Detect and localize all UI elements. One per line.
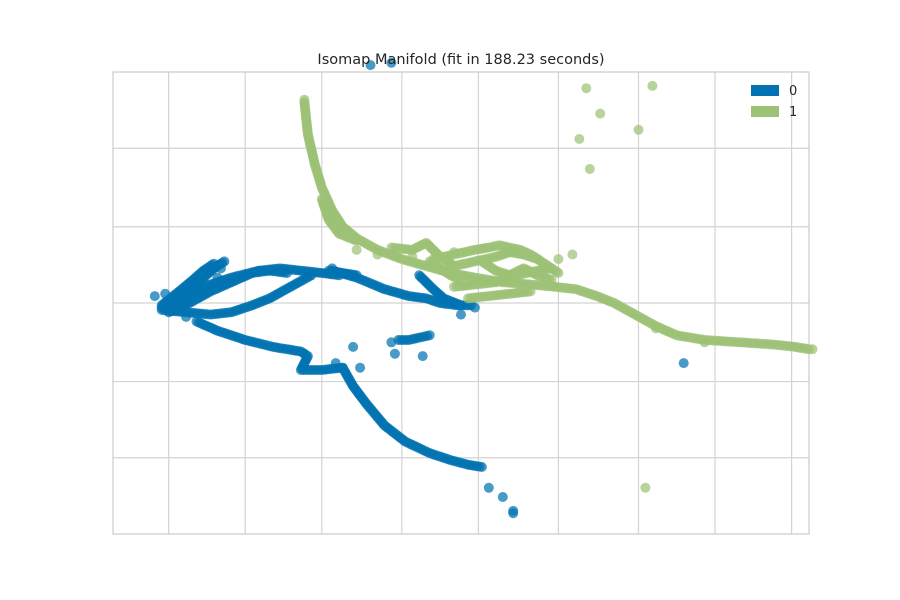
point-series-1 [595, 108, 606, 119]
point-series-0 [208, 258, 219, 269]
point-series-1 [633, 124, 644, 135]
point-series-0 [348, 341, 359, 352]
point-series-0 [476, 462, 487, 472]
point-series-0 [456, 300, 466, 311]
point-series-0 [417, 351, 428, 362]
point-series-0 [424, 330, 435, 341]
legend-label-1: 1 [789, 105, 797, 120]
point-series-0 [254, 265, 265, 276]
point-series-1 [456, 274, 466, 285]
point-series-0 [306, 270, 317, 281]
point-series-0 [456, 309, 466, 320]
point-series-0 [386, 337, 397, 348]
point-series-0 [160, 288, 171, 299]
point-series-1 [525, 286, 536, 297]
legend-label-0: 0 [789, 84, 797, 99]
point-series-1 [553, 254, 564, 265]
chart-title: Isomap Manifold (fit in 188.23 seconds) [317, 52, 604, 68]
legend-swatch-0 [751, 85, 779, 96]
point-series-1 [299, 94, 310, 105]
point-series-0 [181, 311, 192, 322]
point-series-1 [546, 274, 557, 285]
point-series-1 [567, 249, 578, 260]
legend: 0 1 [751, 84, 797, 120]
point-series-1 [584, 164, 595, 174]
point-series-1 [650, 323, 661, 334]
point-series-0 [389, 348, 400, 359]
point-series-1 [574, 134, 585, 144]
point-series-1 [449, 247, 459, 258]
point-series-1 [546, 263, 557, 274]
point-series-0 [327, 263, 338, 274]
point-series-0 [365, 60, 376, 71]
plot-frame [112, 71, 810, 535]
point-series-0 [483, 482, 494, 493]
point-series-0 [212, 272, 223, 283]
point-series-0 [497, 492, 508, 502]
point-series-0 [215, 263, 226, 274]
point-series-0 [351, 270, 362, 281]
point-series-0 [355, 362, 366, 373]
point-series-0 [330, 358, 341, 369]
point-series-0 [386, 57, 397, 68]
point-series-1 [647, 80, 658, 91]
legend-swatch-1 [751, 106, 779, 117]
data-marks [149, 57, 818, 519]
point-series-1 [372, 249, 383, 260]
point-series-0 [469, 302, 480, 313]
point-series-0 [149, 291, 160, 302]
point-series-1 [581, 83, 592, 94]
point-series-1 [640, 482, 651, 493]
point-series-1 [699, 337, 710, 348]
point-series-0 [678, 358, 689, 369]
point-series-1 [351, 244, 362, 255]
point-series-1 [351, 235, 362, 246]
point-series-1 [407, 251, 418, 262]
point-series-0 [508, 508, 519, 519]
point-series-1 [807, 344, 818, 355]
